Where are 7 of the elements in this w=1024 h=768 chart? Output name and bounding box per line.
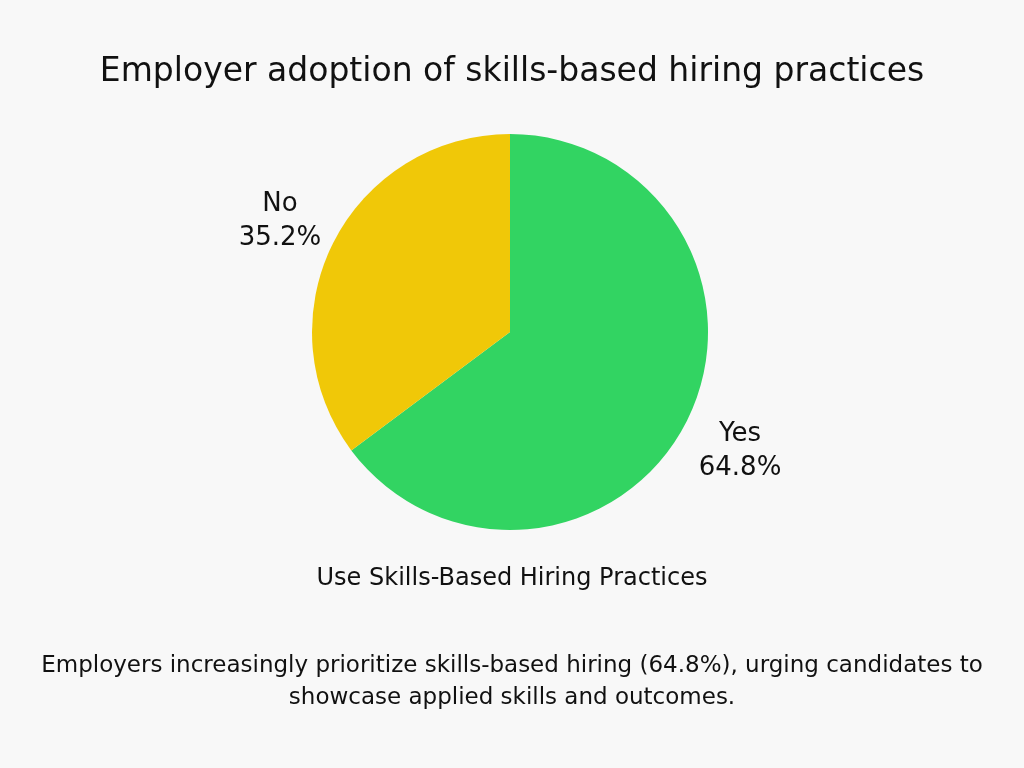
text: Employers increasingly prioritize skills-based hiring (64.8%), urging candidates to showcase applied skills and outcomes. — [40, 650, 984, 711]
data-label: 64.8% — [698, 451, 782, 482]
slice-label: Yes — [718, 417, 762, 448]
chart-title: Employer adoption of skills-based hiring practices — [98, 50, 926, 89]
text: Use Skills-Based Hiring Practices — [315, 562, 709, 593]
slice-label: No — [262, 186, 298, 217]
data-label: 35.2% — [238, 220, 322, 251]
